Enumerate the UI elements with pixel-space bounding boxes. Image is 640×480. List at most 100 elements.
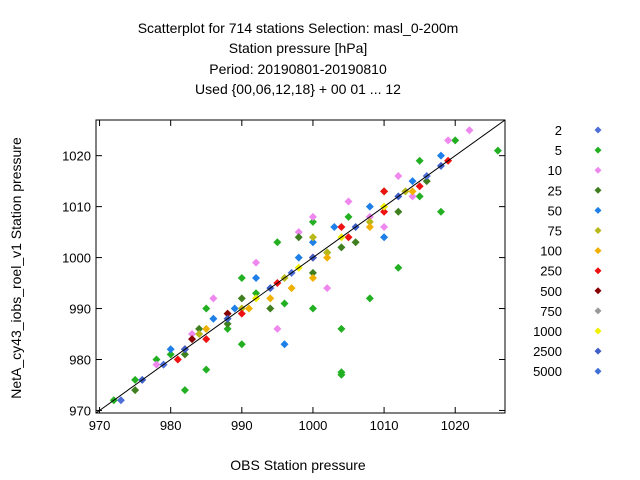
x-tick-label-4: 1010 bbox=[370, 418, 399, 433]
legend-label-5: 5 bbox=[555, 143, 562, 158]
y-tick-label-3: 1000 bbox=[62, 251, 91, 266]
legend-label-25: 25 bbox=[548, 183, 562, 198]
point-100-0 bbox=[202, 324, 211, 333]
point-10-0 bbox=[152, 360, 161, 369]
point-10-11 bbox=[273, 324, 282, 333]
point-10-3 bbox=[294, 228, 303, 237]
point-10-9 bbox=[408, 192, 417, 201]
point-5-27 bbox=[223, 324, 232, 333]
point-5-3 bbox=[202, 304, 211, 313]
point-50-7 bbox=[436, 151, 445, 160]
y-tick-label-2: 990 bbox=[69, 302, 91, 317]
point-10-5 bbox=[394, 172, 403, 181]
y-axis-label: NetA_cy43_iobs_roel_v1 Station pressure bbox=[8, 137, 24, 399]
point-5-16 bbox=[337, 368, 346, 377]
point-5-24 bbox=[415, 192, 424, 201]
point-5-21 bbox=[237, 340, 246, 349]
y-tick-label-4: 1010 bbox=[62, 200, 91, 215]
point-50-4 bbox=[330, 223, 339, 232]
y-tick-label-5: 1020 bbox=[62, 149, 91, 164]
legend-label-250: 250 bbox=[540, 264, 562, 279]
point-250-9 bbox=[337, 223, 346, 232]
point-10-12 bbox=[323, 284, 332, 293]
legend-marker-50 bbox=[594, 206, 602, 214]
chart-title-line-3: Period: 20190801-20190810 bbox=[209, 61, 387, 77]
point-25-10 bbox=[294, 233, 303, 242]
point-10-2 bbox=[252, 258, 261, 267]
legend-marker-1000 bbox=[594, 327, 602, 335]
point-10-7 bbox=[465, 126, 474, 135]
legend-marker-2 bbox=[594, 126, 602, 134]
point-25-7 bbox=[422, 177, 431, 186]
x-tick-label-3: 1000 bbox=[298, 418, 327, 433]
point-25-9 bbox=[195, 324, 204, 333]
legend-label-5000: 5000 bbox=[533, 364, 562, 379]
point-50-3 bbox=[294, 253, 303, 262]
point-5-13 bbox=[280, 299, 289, 308]
point-25-5 bbox=[351, 238, 360, 247]
point-100-1 bbox=[244, 304, 253, 313]
point-100-5 bbox=[408, 187, 417, 196]
point-10-6 bbox=[444, 136, 453, 145]
legend-label-2: 2 bbox=[555, 123, 562, 138]
point-100-4 bbox=[365, 223, 374, 232]
legend-marker-250 bbox=[594, 267, 602, 275]
legend-label-1000: 1000 bbox=[533, 324, 562, 339]
point-10-1 bbox=[209, 294, 218, 303]
legend-label-75: 75 bbox=[548, 224, 562, 239]
point-500-1 bbox=[223, 309, 232, 318]
legend-label-100: 100 bbox=[540, 244, 562, 259]
point-100-2 bbox=[287, 284, 296, 293]
point-100-3 bbox=[323, 253, 332, 262]
point-250-0 bbox=[173, 355, 182, 364]
point-50-2 bbox=[252, 273, 261, 282]
point-250-6 bbox=[380, 207, 389, 216]
point-5-6 bbox=[308, 217, 317, 226]
point-250-2 bbox=[237, 309, 246, 318]
legend-label-500: 500 bbox=[540, 284, 562, 299]
point-25-2 bbox=[223, 319, 232, 328]
point-5-4 bbox=[237, 273, 246, 282]
legend-marker-5 bbox=[594, 146, 602, 154]
point-25-6 bbox=[394, 207, 403, 216]
point-2-0 bbox=[116, 396, 125, 405]
point-50-0 bbox=[166, 345, 175, 354]
point-250-1 bbox=[202, 335, 211, 344]
point-10-13 bbox=[380, 223, 389, 232]
point-25-11 bbox=[337, 243, 346, 252]
chart-title-line-1: Scatterplot for 714 stations Selection: … bbox=[138, 20, 459, 36]
point-5-12 bbox=[252, 289, 261, 298]
point-50-11 bbox=[230, 304, 239, 313]
legend-marker-2500 bbox=[594, 347, 602, 355]
point-75-3 bbox=[323, 248, 332, 257]
point-100-6 bbox=[266, 294, 275, 303]
point-5-14 bbox=[308, 304, 317, 313]
legend-marker-5000 bbox=[594, 367, 602, 375]
point-5-11 bbox=[493, 146, 502, 155]
point-100-7 bbox=[308, 273, 317, 282]
point-50-1 bbox=[209, 314, 218, 323]
point-50-10 bbox=[380, 233, 389, 242]
point-250-7 bbox=[415, 182, 424, 191]
point-75-6 bbox=[308, 233, 317, 242]
legend-label-750: 750 bbox=[540, 304, 562, 319]
point-5-19 bbox=[394, 263, 403, 272]
legend-marker-750 bbox=[594, 307, 602, 315]
point-50-9 bbox=[308, 238, 317, 247]
point-5-10 bbox=[451, 136, 460, 145]
point-75-0 bbox=[195, 330, 204, 339]
plot-frame bbox=[95, 119, 506, 414]
legend-label-10: 10 bbox=[548, 163, 562, 178]
point-5-9 bbox=[415, 156, 424, 165]
point-5-7 bbox=[344, 212, 353, 221]
point-10-10 bbox=[188, 330, 197, 339]
point-25-3 bbox=[266, 304, 275, 313]
point-5-1 bbox=[131, 375, 140, 384]
point-5-23 bbox=[180, 386, 189, 395]
point-250-10 bbox=[380, 187, 389, 196]
point-250-5 bbox=[344, 233, 353, 242]
point-5-18 bbox=[365, 294, 374, 303]
diagonal-reference-line bbox=[95, 119, 506, 414]
